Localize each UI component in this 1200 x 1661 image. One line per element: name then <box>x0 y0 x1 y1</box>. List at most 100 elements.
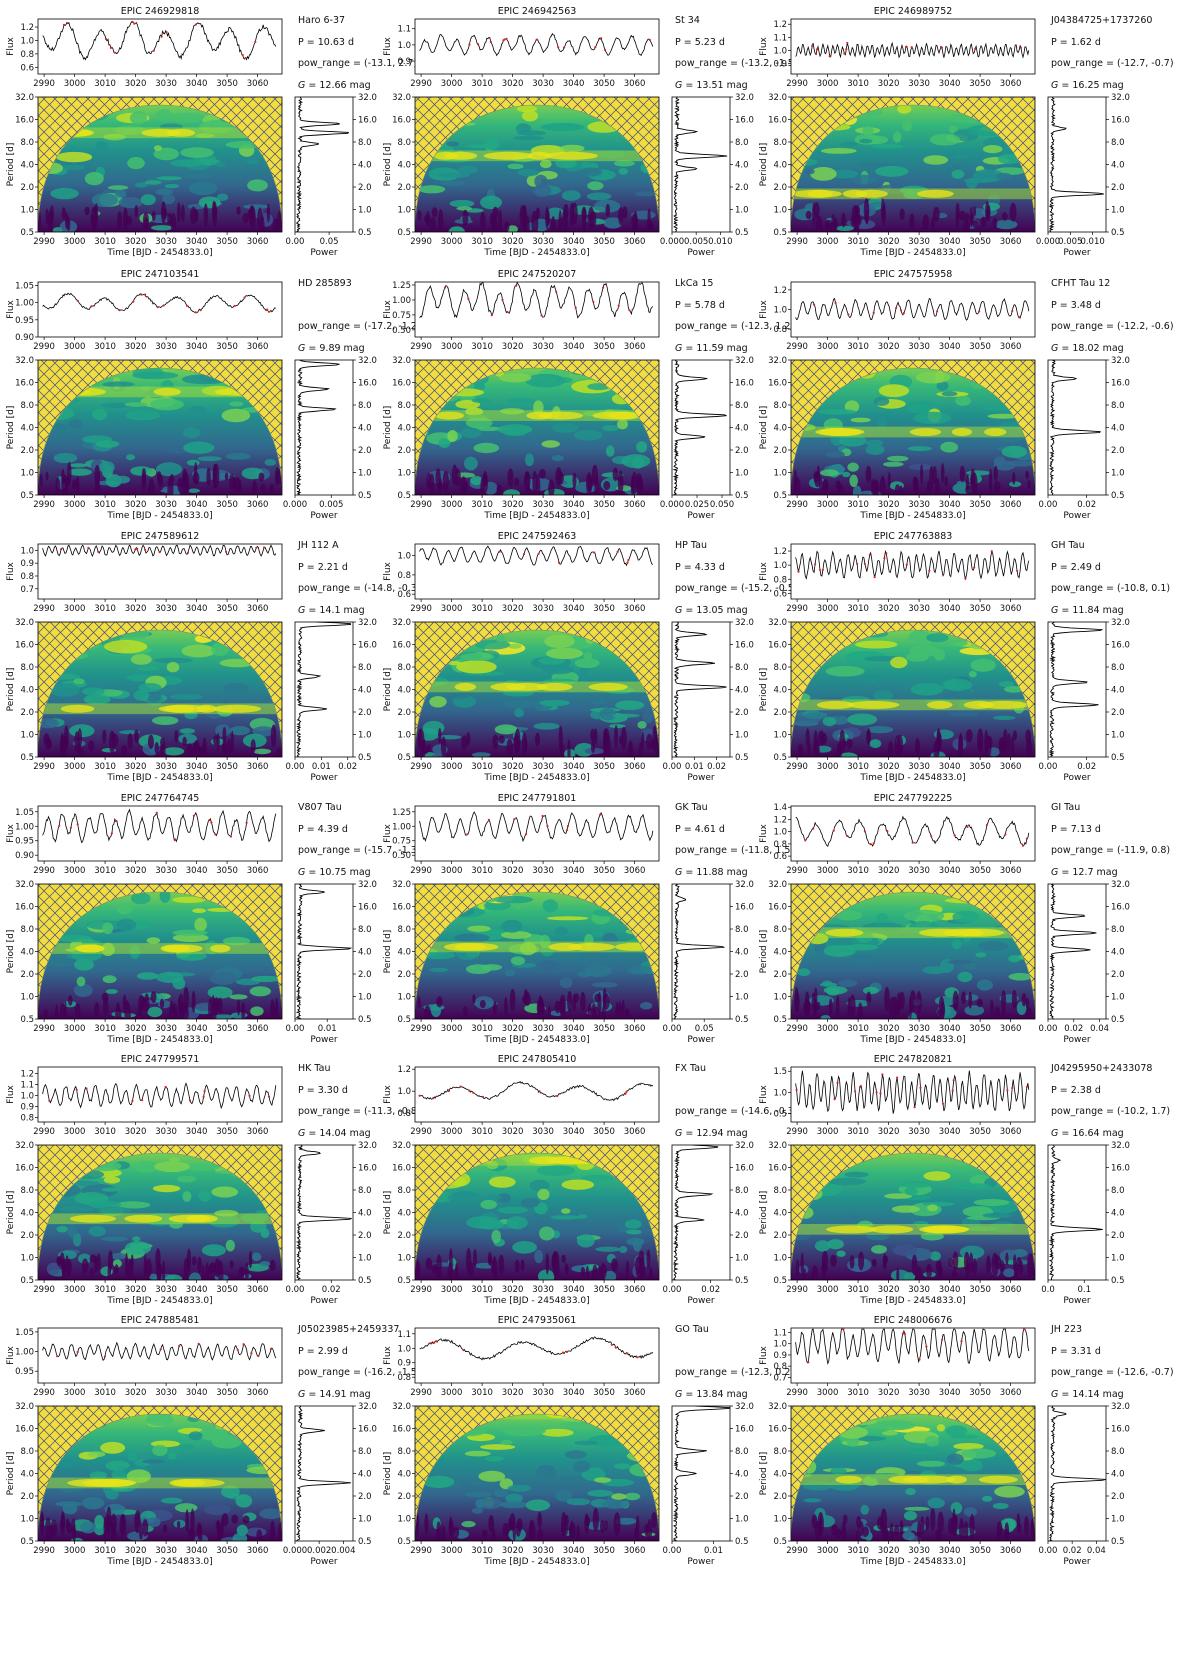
wavelet-xtick-label: 3050 <box>969 500 991 510</box>
wavelet-contour <box>137 666 159 671</box>
lightcurve-xtick-label: 3020 <box>502 1127 524 1137</box>
wavelet-low-power <box>181 1006 189 1019</box>
wavelet-low-power <box>793 476 801 495</box>
star-name: GK Tau <box>675 802 708 813</box>
wavelet-contour <box>936 380 949 391</box>
wavelet-low-power <box>592 1507 599 1532</box>
wavelet-low-power <box>989 999 994 1017</box>
wavelet-low-power <box>183 1258 189 1277</box>
power-ytick-label: 8.0 <box>735 663 749 673</box>
wavelet-contour <box>887 455 909 462</box>
power-ytick-label: 2.0 <box>735 970 749 980</box>
lightcurve-flagged-point <box>443 286 447 289</box>
wavelet-low-power <box>648 1266 653 1280</box>
lightcurve-xtick-label: 3050 <box>969 866 991 876</box>
wavelet-contour <box>481 964 502 971</box>
wavelet-low-power <box>925 1516 930 1530</box>
wavelet-low-power <box>462 209 469 226</box>
wavelet-low-power <box>996 1521 1003 1539</box>
wavelet-ytick-label: 2.0 <box>773 1231 787 1241</box>
wavelet-ytick-label: 1.0 <box>773 1515 787 1525</box>
wavelet-contour <box>994 1485 1025 1498</box>
lightcurve-flagged-point <box>836 1081 839 1084</box>
lightcurve-xtick-label: 3040 <box>939 342 961 352</box>
lightcurve-xtick-label: 2990 <box>786 79 808 89</box>
global-power-series <box>1049 1406 1106 1541</box>
power-ytick-label: 2.0 <box>1111 183 1125 193</box>
wavelet-contour <box>470 1481 486 1486</box>
wavelet-ytick-label: 1.0 <box>397 993 411 1003</box>
power-ytick-label: 0.5 <box>358 1537 372 1547</box>
lightcurve-xtick-label: 3000 <box>64 79 86 89</box>
star-name: CFHT Tau 12 <box>1051 278 1110 289</box>
wavelet-contour <box>114 189 126 198</box>
wavelet-low-power <box>548 479 555 495</box>
wavelet-low-power <box>1001 990 1007 1012</box>
wavelet-ytick-label: 8.0 <box>20 925 34 935</box>
wavelet-ytick-label: 4.0 <box>397 1470 411 1480</box>
wavelet-contour <box>499 1501 529 1509</box>
lightcurve-xtick-label: 3060 <box>1000 866 1022 876</box>
wavelet-ytick-label: 1.0 <box>20 1515 34 1525</box>
wavelet-plot <box>38 622 282 757</box>
lightcurve-title: EPIC 246929818 <box>121 6 200 17</box>
wavelet-xtick-label: 3040 <box>563 762 585 772</box>
wavelet-contour <box>890 656 908 669</box>
lightcurve-xtick-label: 3030 <box>155 342 177 352</box>
wavelet-peak-contour <box>454 682 477 691</box>
wavelet-xtick-label: 3060 <box>247 500 269 510</box>
lightcurve-flagged-point <box>48 1099 51 1102</box>
wavelet-low-power <box>559 998 566 1019</box>
lightcurve-xtick-label: 3020 <box>878 866 900 876</box>
lightcurve-flagged-point <box>538 1090 541 1093</box>
wavelet-contour <box>188 181 218 196</box>
wavelet-low-power <box>177 996 181 1012</box>
wavelet-contour <box>484 1456 504 1462</box>
lightcurve-xtick-label: 3060 <box>1000 342 1022 352</box>
wavelet-contour <box>618 167 629 175</box>
lightcurve-xtick-label: 3000 <box>64 1388 86 1398</box>
wavelet-contour <box>838 434 867 447</box>
wavelet-xtick-label: 2990 <box>33 237 55 247</box>
wavelet-ytick-label: 4.0 <box>773 948 787 958</box>
wavelet-xtick-label: 3010 <box>471 1285 493 1295</box>
wavelet-ytick-label: 8.0 <box>20 663 34 673</box>
lightcurve-flagged-point <box>896 1076 899 1079</box>
wavelet-contour <box>536 1164 576 1177</box>
wavelet-ytick-label: 8.0 <box>397 1186 411 1196</box>
wavelet-ytick-label: 16.0 <box>15 1425 34 1435</box>
lightcurve-xtick-label: 3030 <box>908 79 930 89</box>
wavelet-low-power <box>865 465 872 483</box>
wavelet-xtick-label: 3010 <box>94 1024 116 1034</box>
power-ytick-label: 32.0 <box>358 1402 377 1412</box>
lightcurve-flagged-point <box>481 1095 485 1098</box>
lightcurve-ytick-label: 1.00 <box>15 299 34 309</box>
power-ytick-label: 4.0 <box>358 1209 372 1219</box>
wavelet-xlabel: Time [BJD - 2454833.0] <box>859 511 965 521</box>
lightcurve-flagged-point <box>973 566 976 569</box>
wavelet-contour <box>225 1239 235 1252</box>
wavelet-low-power <box>598 1266 602 1279</box>
wavelet-peak-contour <box>506 682 548 691</box>
wavelet-low-power <box>436 1521 441 1541</box>
global-power-series <box>295 622 352 757</box>
wavelet-xtick-label: 3050 <box>216 1024 238 1034</box>
power-axes <box>671 1405 731 1542</box>
wavelet-xtick-label: 2990 <box>786 762 808 772</box>
power-xtick-label: 0.00 <box>663 1024 682 1034</box>
wavelet-contour <box>67 419 83 429</box>
wavelet-low-power <box>424 1513 429 1535</box>
power-ytick-label: 32.0 <box>1111 93 1130 103</box>
power-xtick-label: 0.01 <box>312 762 331 772</box>
lightcurve-ylabel: Flux <box>759 823 769 842</box>
lightcurve-ytick-label: 0.6 <box>397 590 411 600</box>
lightcurve-xtick-label: 3020 <box>878 342 900 352</box>
lightcurve-title: EPIC 247589612 <box>121 531 200 542</box>
wavelet-contour <box>940 441 959 453</box>
wavelet-xtick-label: 3020 <box>125 237 147 247</box>
wavelet-plot <box>38 360 282 495</box>
power-ytick-label: 8.0 <box>1111 925 1125 935</box>
lightcurve-xtick-label: 2990 <box>33 1127 55 1137</box>
wavelet-ytick-label: 8.0 <box>20 1186 34 1196</box>
lightcurve-flagged-point <box>87 546 90 549</box>
